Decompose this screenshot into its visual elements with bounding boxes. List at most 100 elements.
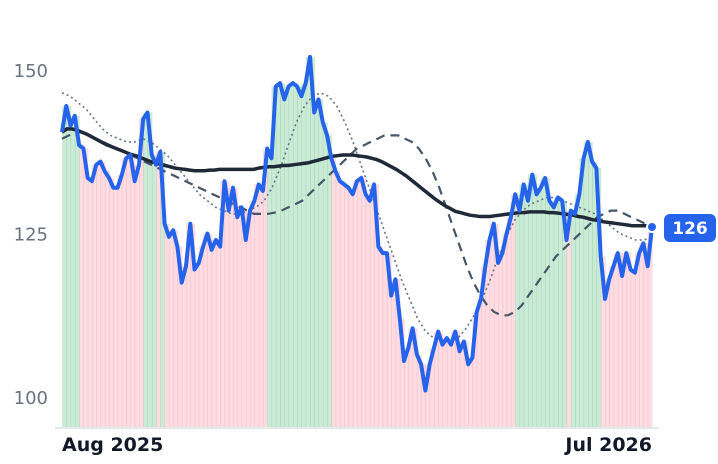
band-down: [442, 338, 448, 428]
y-axis-ticks: 100 125 150: [14, 61, 48, 409]
band-down: [186, 223, 191, 428]
band-down: [421, 364, 426, 428]
band-down: [498, 253, 503, 428]
y-tick-label: 100: [14, 388, 48, 409]
band-down: [113, 187, 119, 428]
band-down: [121, 158, 127, 429]
band-down: [626, 253, 632, 428]
band-down: [339, 181, 345, 428]
band-down: [468, 357, 474, 428]
band-down: [412, 328, 418, 428]
band-up: [583, 141, 589, 428]
band-down: [416, 354, 422, 428]
band-down: [117, 174, 123, 428]
band-down: [399, 318, 405, 428]
band-down: [198, 246, 204, 428]
band-up: [540, 177, 546, 428]
band-up: [318, 99, 324, 429]
y-tick-label: 150: [14, 61, 48, 82]
band-down: [434, 331, 439, 428]
band-down: [489, 223, 495, 428]
band-down: [510, 194, 516, 428]
band-down: [215, 240, 221, 428]
band-down: [481, 266, 486, 428]
band-down: [109, 177, 114, 428]
band-down: [331, 158, 337, 429]
band-down: [617, 253, 623, 428]
band-down: [250, 200, 255, 428]
band-down: [647, 227, 653, 428]
band-down: [87, 177, 93, 428]
band-down: [382, 253, 388, 428]
band-up: [557, 197, 563, 428]
band-down: [224, 181, 230, 428]
band-down: [609, 266, 615, 428]
band-up: [310, 56, 315, 429]
band-up: [587, 141, 593, 428]
band-down: [463, 341, 469, 428]
band-up: [553, 197, 559, 428]
band-down: [228, 187, 234, 428]
band-up: [280, 83, 285, 428]
band-up: [292, 83, 298, 428]
band-up: [523, 184, 529, 428]
band-down: [455, 331, 461, 428]
last-value-label: 126: [672, 219, 708, 239]
band-down: [91, 164, 97, 429]
band-down: [506, 217, 512, 428]
band-down: [220, 181, 226, 428]
band-down: [130, 155, 136, 428]
band-up: [515, 194, 521, 428]
band-down: [254, 184, 260, 428]
band-down: [194, 262, 200, 428]
band-up: [579, 158, 585, 429]
band-down: [134, 164, 140, 429]
band-down: [190, 223, 196, 428]
last-value-badge-bg: [664, 214, 716, 242]
band-down: [613, 253, 619, 428]
y-tick-label: 125: [14, 225, 48, 246]
band-down: [344, 184, 350, 428]
band-up: [549, 200, 555, 428]
band-down: [459, 341, 465, 428]
band-down: [600, 256, 606, 428]
band-up: [284, 86, 290, 429]
band-up: [275, 83, 281, 428]
band-down: [404, 347, 409, 428]
band-down: [391, 279, 397, 428]
band-down: [639, 243, 645, 428]
band-down: [96, 161, 102, 428]
band-down: [79, 145, 84, 428]
band-down: [643, 243, 649, 428]
band-down: [126, 155, 131, 428]
band-up: [305, 56, 311, 429]
x-tick-label: Jul 2026: [563, 434, 652, 456]
band-down: [207, 233, 213, 428]
band-up: [147, 112, 153, 428]
band-up: [151, 155, 157, 428]
band-down: [181, 266, 187, 428]
band-up: [536, 187, 542, 428]
band-up: [267, 148, 273, 428]
band-up: [570, 210, 576, 428]
band-up: [74, 115, 80, 429]
band-down: [348, 187, 354, 428]
band-down: [374, 184, 379, 428]
band-down: [378, 246, 384, 428]
trend-bands: [62, 56, 653, 429]
band-down: [357, 177, 362, 428]
band-down: [177, 246, 183, 428]
band-down: [262, 148, 268, 428]
band-down: [386, 253, 392, 428]
band-down: [211, 240, 217, 428]
band-down: [361, 177, 367, 428]
band-down: [605, 279, 610, 428]
band-up: [314, 99, 320, 429]
band-up: [271, 86, 277, 429]
band-up: [62, 106, 67, 428]
band-down: [83, 148, 89, 428]
band-down: [241, 207, 247, 428]
band-up: [575, 194, 580, 428]
band-up: [327, 135, 332, 428]
